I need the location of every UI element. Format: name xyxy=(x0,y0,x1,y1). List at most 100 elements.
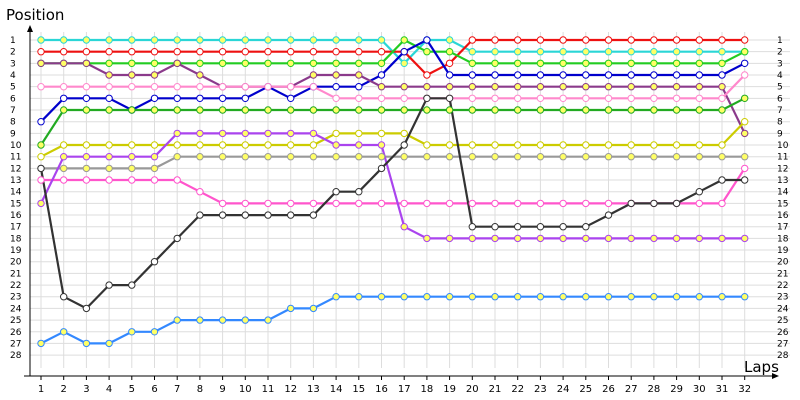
data-point xyxy=(423,199,431,208)
data-point xyxy=(105,164,113,173)
y-tick-label-right: 12 xyxy=(777,164,788,174)
data-point xyxy=(491,234,499,243)
data-point xyxy=(468,71,476,79)
data-point xyxy=(82,164,91,173)
data-point xyxy=(445,48,454,56)
data-point xyxy=(741,153,749,161)
data-point xyxy=(264,211,272,219)
data-point xyxy=(741,293,749,301)
series-line xyxy=(41,167,746,205)
series-line xyxy=(41,74,746,100)
data-point xyxy=(241,129,250,138)
data-point xyxy=(287,48,295,56)
data-point xyxy=(241,199,250,208)
data-point xyxy=(445,94,454,103)
data-point xyxy=(559,83,567,91)
data-point xyxy=(60,141,68,149)
data-point xyxy=(695,293,703,301)
data-point xyxy=(604,153,613,161)
data-point xyxy=(695,94,703,103)
y-tick-label-right: 3 xyxy=(777,59,783,69)
y-tick-label-left: 27 xyxy=(10,339,21,349)
data-point xyxy=(695,59,703,67)
data-point xyxy=(309,141,318,149)
data-point xyxy=(650,36,658,44)
data-point xyxy=(264,316,272,324)
data-point xyxy=(423,94,431,103)
x-tick-label: 14 xyxy=(330,384,343,395)
data-point xyxy=(173,106,181,114)
data-point xyxy=(60,176,68,184)
data-point xyxy=(423,141,431,149)
y-tick-label-right: 13 xyxy=(777,176,788,186)
data-point xyxy=(377,164,386,173)
data-point xyxy=(37,48,45,56)
data-point xyxy=(264,48,272,56)
data-point xyxy=(536,48,545,56)
data-point xyxy=(355,199,363,208)
data-point xyxy=(672,141,681,149)
data-point xyxy=(400,223,408,231)
data-point xyxy=(718,36,726,44)
data-point xyxy=(218,211,227,219)
data-point xyxy=(105,94,113,103)
data-point xyxy=(105,36,113,44)
x-tick-label: 15 xyxy=(352,384,365,395)
data-point xyxy=(264,199,272,208)
data-point xyxy=(650,94,658,103)
data-point xyxy=(718,293,726,301)
x-tick-label: 25 xyxy=(579,384,592,395)
data-point xyxy=(309,59,318,67)
data-point xyxy=(218,59,227,67)
y-tick-label-left: 15 xyxy=(10,199,21,209)
data-point xyxy=(468,59,476,67)
data-point xyxy=(650,141,658,149)
data-point xyxy=(173,153,181,161)
data-point xyxy=(218,48,227,56)
data-point xyxy=(332,59,340,67)
y-tick-label-right: 11 xyxy=(777,153,788,163)
series-line xyxy=(39,97,745,310)
x-tick-label: 23 xyxy=(534,384,547,395)
data-point xyxy=(741,94,749,103)
data-point xyxy=(150,48,159,56)
data-point xyxy=(604,293,613,301)
y-tick-label-left: 2 xyxy=(10,48,16,58)
data-point xyxy=(559,71,567,79)
data-point xyxy=(582,153,590,161)
data-point xyxy=(445,36,454,44)
y-tick-label-left: 7 xyxy=(10,106,16,116)
y-tick-label-left: 22 xyxy=(10,281,21,291)
data-point xyxy=(604,141,613,149)
data-point xyxy=(196,48,204,56)
y-tick-label-right: 27 xyxy=(777,339,788,349)
x-tick-label: 5 xyxy=(129,384,135,395)
series-line xyxy=(41,155,745,170)
data-point xyxy=(559,48,567,56)
data-point xyxy=(218,129,227,138)
x-tick-label: 21 xyxy=(489,384,502,395)
data-point xyxy=(355,48,363,56)
data-point xyxy=(445,234,454,243)
data-point xyxy=(627,293,635,301)
y-tick-label-right: 21 xyxy=(777,269,788,279)
data-point xyxy=(672,59,681,67)
y-tick-label-right: 10 xyxy=(777,141,789,151)
data-point xyxy=(196,83,204,91)
data-point xyxy=(514,141,522,149)
y-tick-label-right: 1 xyxy=(777,36,783,46)
data-point xyxy=(536,106,545,114)
data-point xyxy=(627,94,635,103)
data-point xyxy=(128,328,136,336)
y-tick-label-left: 14 xyxy=(10,188,22,198)
data-point xyxy=(332,36,340,44)
data-point xyxy=(582,234,590,243)
data-point xyxy=(445,199,454,208)
data-point xyxy=(264,59,272,67)
data-point xyxy=(400,129,408,138)
data-point xyxy=(377,83,386,91)
y-tick-label-left: 26 xyxy=(10,328,22,338)
data-point xyxy=(491,141,499,149)
data-point xyxy=(173,36,181,44)
data-point xyxy=(377,94,386,103)
